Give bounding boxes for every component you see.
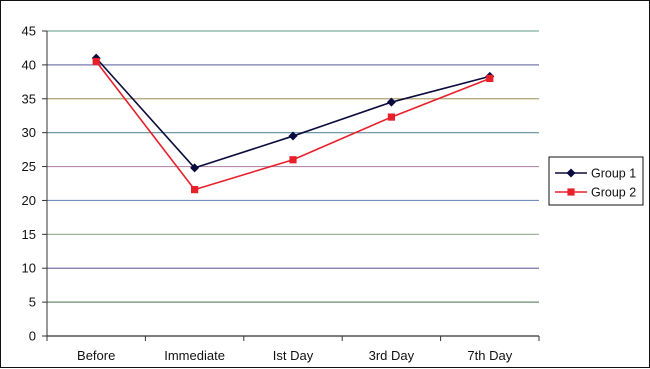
gridlines bbox=[47, 30, 539, 303]
y-tick-label: 20 bbox=[22, 193, 36, 208]
data-point-group-2 bbox=[289, 156, 297, 164]
legend-marker-group-2 bbox=[567, 188, 575, 196]
legend-item-group-2: Group 2 bbox=[555, 186, 636, 200]
y-tick-label: 30 bbox=[22, 125, 36, 140]
data-point-group-1 bbox=[190, 163, 200, 173]
x-tick-label: Immediate bbox=[164, 348, 225, 363]
data-point-group-2 bbox=[486, 74, 494, 83]
axes bbox=[42, 30, 540, 341]
y-tick-label: 45 bbox=[22, 24, 36, 39]
y-tick-label: 40 bbox=[22, 57, 36, 72]
x-tick-labels: Before Immediate Ist Day 3rd Day 7th Day bbox=[77, 348, 513, 363]
y-tick-label: 35 bbox=[22, 91, 36, 106]
y-tick-label: 15 bbox=[22, 227, 36, 242]
legend: Group 1 Group 2 bbox=[548, 156, 644, 206]
y-tick-label: 5 bbox=[29, 295, 36, 310]
y-tick-label: 0 bbox=[29, 329, 36, 344]
x-tick-label: 7th Day bbox=[467, 348, 512, 363]
data-point-group-1 bbox=[386, 97, 396, 107]
data-point-group-2 bbox=[92, 57, 100, 66]
series-group-2 bbox=[92, 57, 494, 194]
x-tick-label: 3rd Day bbox=[369, 348, 415, 363]
legend-label-group-2: Group 2 bbox=[591, 186, 636, 200]
legend-marker-group-1 bbox=[566, 168, 576, 178]
series-line-group-2 bbox=[95, 61, 491, 191]
series-layer bbox=[91, 53, 495, 194]
data-point-group-1 bbox=[288, 131, 298, 141]
y-tick-labels: 0 5 10 15 20 25 30 35 40 45 bbox=[22, 24, 36, 344]
data-point-group-2 bbox=[387, 113, 395, 121]
legend-label-group-1: Group 1 bbox=[591, 167, 636, 181]
y-tick-label: 10 bbox=[22, 261, 36, 276]
legend-item-group-1: Group 1 bbox=[555, 167, 636, 181]
series-line-group-1 bbox=[95, 57, 491, 169]
x-tick-label: Before bbox=[77, 348, 115, 363]
legend-box bbox=[548, 156, 644, 206]
data-point-group-2 bbox=[191, 186, 199, 194]
y-tick-label: 25 bbox=[22, 159, 36, 174]
series-group-1 bbox=[91, 53, 495, 173]
x-tick-label: Ist Day bbox=[273, 348, 314, 363]
